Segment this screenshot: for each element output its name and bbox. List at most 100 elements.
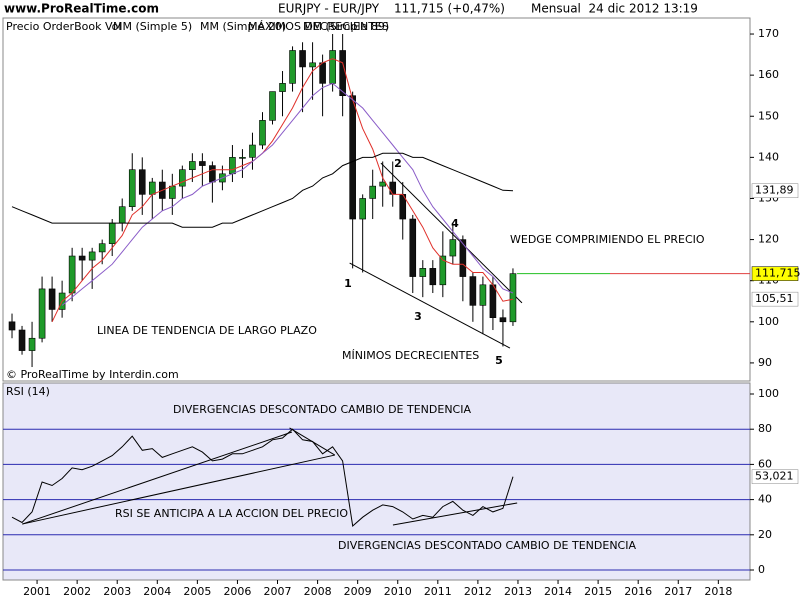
candle-body — [479, 284, 487, 306]
annotation: WEDGE COMPRIMIENDO EL PRECIO — [510, 233, 705, 246]
annotation: 2 — [394, 157, 402, 170]
candle-body — [259, 120, 266, 146]
candle-body — [329, 50, 336, 84]
candle-body — [78, 255, 86, 261]
x-tick-label: 2003 — [103, 585, 131, 598]
x-tick-label: 2004 — [143, 585, 171, 598]
candle-body — [108, 222, 116, 244]
candle-body — [469, 276, 477, 306]
candle-body — [118, 206, 126, 224]
value-box — [751, 469, 799, 484]
candle-body — [389, 181, 397, 195]
legend-entry: MM (Simple 5) — [113, 20, 192, 33]
y-tick-label: 20 — [758, 528, 772, 541]
candle-body — [148, 181, 156, 195]
trendline — [22, 454, 335, 525]
candle-body — [489, 284, 497, 318]
y-tick-label: 170 — [758, 27, 779, 40]
candle-body — [209, 165, 216, 183]
x-tick-label: 2008 — [304, 585, 332, 598]
x-tick-label: 2016 — [624, 585, 652, 598]
y-tick-label: 40 — [758, 493, 772, 506]
candle-body — [88, 251, 96, 261]
x-tick-label: 2001 — [23, 585, 51, 598]
x-tick-label: 2012 — [464, 585, 492, 598]
candle-body — [459, 239, 467, 277]
candle-body — [499, 317, 507, 323]
annotation: 4 — [451, 217, 459, 230]
candle-body — [138, 169, 146, 195]
trendline — [380, 162, 523, 304]
price-panel — [2, 17, 751, 382]
annotation: 3 — [414, 310, 422, 323]
candle-body — [8, 321, 16, 331]
rsi-panel — [2, 382, 751, 581]
value-label: 131,89 — [755, 184, 794, 197]
candle-body — [509, 273, 517, 323]
x-tick-label: 2014 — [544, 585, 572, 598]
y-tick-label: 0 — [758, 563, 765, 576]
candle-body — [359, 198, 366, 220]
value-box — [751, 183, 799, 198]
y-tick-label: 100 — [758, 315, 779, 328]
candle-body — [239, 157, 246, 159]
candle-body — [18, 329, 26, 351]
candle-body — [128, 169, 136, 207]
series-line — [11, 152, 514, 228]
series-line — [11, 428, 514, 527]
candle-body — [419, 268, 427, 277]
candle-body — [369, 185, 376, 199]
trendline — [22, 431, 293, 525]
value-box — [751, 291, 799, 307]
last-price-box — [751, 266, 799, 281]
credit: © ProRealTime by Interdin.com — [6, 368, 179, 381]
candle-body — [289, 50, 296, 84]
last-price-label: 111,715 — [755, 267, 800, 280]
candle-body — [269, 91, 276, 121]
annotation: DIVERGENCIAS DESCONTADO CAMBIO DE TENDEN… — [338, 539, 636, 552]
candle-body — [299, 50, 306, 68]
y-tick-label: 60 — [758, 457, 772, 470]
price-title: Precio OrderBook Vol — [6, 20, 121, 33]
x-tick-label: 2011 — [424, 585, 452, 598]
rsi-title: RSI (14) — [6, 385, 50, 398]
annotation: LINEA DE TENDENCIA DE LARGO PLAZO — [97, 324, 317, 337]
annotation: DIVERGENCIAS DESCONTADO CAMBIO DE TENDEN… — [173, 403, 471, 416]
symbol: EURJPY - EUR/JPY — [278, 2, 380, 16]
candle-body — [68, 255, 76, 294]
annotation: RSI SE ANTICIPA A LA ACCION DEL PRECIO — [115, 507, 348, 520]
candle-body — [449, 239, 457, 257]
x-tick-label: 2010 — [384, 585, 412, 598]
candle-body — [98, 243, 106, 253]
candle-body — [48, 288, 56, 310]
period: Mensual 24 dic 2012 13:19 — [531, 2, 698, 16]
candle-body — [229, 157, 236, 175]
candle-body — [439, 255, 447, 286]
legend-entry: MM (Simple 20) — [200, 20, 286, 33]
x-tick-label: 2006 — [223, 585, 251, 598]
x-tick-label: 2005 — [183, 585, 211, 598]
series-line — [51, 58, 514, 323]
x-tick-label: 2009 — [344, 585, 372, 598]
candle-body — [409, 218, 417, 277]
x-tick-label: 2002 — [63, 585, 91, 598]
value-label: 53,021 — [755, 470, 794, 483]
candle-body — [379, 181, 387, 187]
candle-body — [319, 62, 326, 84]
annotation: 1 — [344, 277, 352, 290]
x-tick-label: 2018 — [704, 585, 732, 598]
candle-body — [199, 161, 206, 166]
candle-body — [279, 83, 286, 92]
y-tick-label: 100 — [758, 387, 779, 400]
candle-body — [429, 268, 437, 286]
trendline — [392, 502, 518, 526]
candle-body — [249, 144, 256, 158]
y-tick-label: 160 — [758, 68, 779, 81]
candle-body — [349, 95, 356, 220]
annotation: MÍNIMOS DECRECIENTES — [342, 349, 479, 362]
x-tick-label: 2007 — [264, 585, 292, 598]
y-tick-label: 150 — [758, 109, 779, 122]
y-tick-label: 120 — [758, 233, 779, 246]
candle-body — [339, 50, 346, 96]
